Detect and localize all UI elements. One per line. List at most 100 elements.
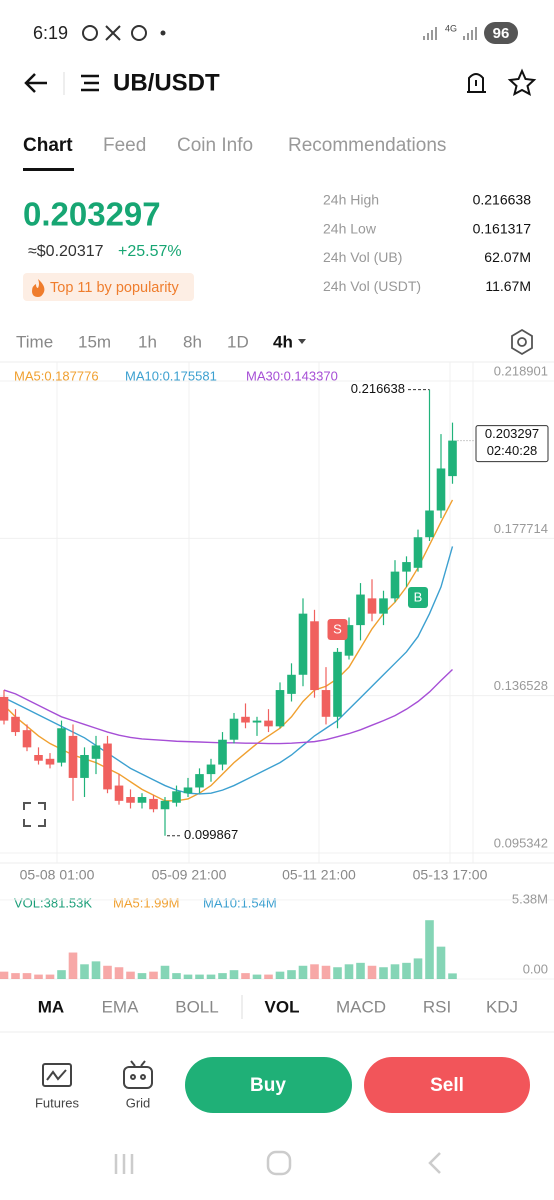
volume-bar [149, 971, 158, 979]
buy-button[interactable] [185, 1057, 352, 1113]
candle-body [195, 774, 204, 788]
candle-body [344, 625, 354, 656]
candle-body [310, 621, 319, 691]
interval-option[interactable]: 8h [183, 332, 202, 351]
candle-body [402, 562, 411, 572]
sell-button[interactable] [364, 1057, 530, 1113]
settings-button[interactable] [511, 328, 533, 356]
favorite-button[interactable] [507, 68, 537, 96]
indicator-option[interactable]: MACD [336, 997, 386, 1016]
candle-body [126, 797, 135, 803]
price-change: +25.57% [118, 243, 182, 260]
volume-bar [344, 964, 354, 979]
candle-body [218, 739, 227, 765]
grid-label[interactable]: Grid [126, 1095, 151, 1110]
settings-dot [517, 337, 527, 347]
menu-icon[interactable] [81, 74, 99, 92]
tab[interactable]: Recommendations [288, 135, 446, 156]
futures-icon[interactable] [42, 1063, 72, 1087]
stat-label: 24h Vol (UB) [323, 249, 402, 265]
indicator-option[interactable]: KDJ [486, 997, 518, 1016]
volume-bar [333, 967, 342, 979]
tab[interactable]: Coin Info [177, 135, 253, 156]
buy-label[interactable]: Buy [250, 1075, 286, 1096]
status-time: 6:19 [33, 23, 68, 43]
tab[interactable]: Feed [103, 135, 146, 156]
battery-badge [484, 22, 518, 44]
grid-icon[interactable] [123, 1060, 153, 1089]
volume-bar [218, 973, 227, 979]
popularity-badge [23, 273, 194, 301]
volume-bar [183, 974, 193, 979]
nav-home[interactable] [266, 1150, 292, 1176]
nav-back[interactable] [428, 1152, 441, 1174]
indicator-option[interactable]: BOLL [175, 997, 218, 1016]
candle-body [241, 716, 250, 723]
candle-body [137, 797, 147, 803]
indicator-option[interactable]: MA [38, 997, 64, 1016]
candle-body [22, 730, 32, 748]
interval-option[interactable]: Time [16, 332, 53, 351]
x-tick-label: 05-09 21:00 [152, 867, 227, 883]
alert-button[interactable] [467, 73, 486, 93]
volume-bar [126, 971, 135, 979]
stat-value: 0.161317 [473, 220, 532, 236]
indicator-option[interactable]: EMA [102, 997, 140, 1016]
current-price-box [475, 425, 549, 463]
volume-bar [229, 970, 239, 979]
volume-bar [448, 973, 457, 979]
volume-legend: MA5:1.99M [113, 895, 179, 910]
volume-bar [80, 964, 89, 979]
stat-value: 0.216638 [473, 192, 532, 208]
volume-bar [275, 971, 285, 979]
volume-bar [425, 920, 434, 979]
interval-option[interactable]: 4h [273, 332, 293, 351]
candle-body [425, 510, 434, 538]
stat-value: 11.67M [485, 278, 531, 294]
candle-body [379, 598, 388, 614]
x-tick-label: 05-11 21:00 [282, 867, 356, 883]
candle-body [114, 785, 124, 801]
candle-body [321, 690, 331, 717]
tab[interactable]: Chart [23, 135, 73, 156]
sell-label[interactable]: Sell [430, 1075, 464, 1096]
y-tick-label: 0.218901 [494, 363, 548, 378]
interval-option[interactable]: 1h [138, 332, 157, 351]
signal-label: S [333, 621, 342, 636]
nav-bar [114, 1150, 441, 1176]
popularity-text: Top 11 by popularity [50, 280, 179, 296]
interval-option[interactable]: 15m [78, 332, 111, 351]
last-price: 0.203297 [23, 196, 161, 233]
candle-body [264, 720, 273, 727]
volume-bar [356, 962, 365, 979]
volume-bar [172, 973, 181, 979]
indicator-option[interactable]: VOL [265, 997, 300, 1016]
volume-bar [379, 967, 388, 979]
candle-body [298, 613, 308, 675]
candle-body [448, 440, 457, 477]
nav-recent[interactable] [114, 1154, 134, 1174]
back-button[interactable] [24, 73, 47, 93]
candle-body [333, 651, 342, 717]
futures-label[interactable]: Futures [35, 1095, 80, 1110]
flame-icon [32, 279, 45, 297]
candle-body [68, 735, 78, 778]
low-label: 0.099867 [184, 827, 238, 842]
candle-body [80, 754, 89, 778]
signal-label: B [414, 589, 423, 604]
indicator-option[interactable]: RSI [423, 997, 451, 1016]
volume-bar [298, 965, 308, 979]
candle-body [172, 791, 181, 803]
countdown: 02:40:28 [487, 443, 538, 458]
candle-body [45, 758, 55, 765]
signal-bars [423, 27, 477, 40]
ma-line [3, 669, 453, 745]
ma-legend: MA30:0.143370 [246, 368, 338, 383]
usd-price: ≈$0.20317 [28, 243, 104, 260]
current-price-label: 0.203297 [485, 426, 539, 441]
interval-option[interactable]: 1D [227, 332, 249, 351]
candle-body [287, 674, 296, 694]
expand-button[interactable] [23, 802, 46, 827]
volume-bar [310, 964, 319, 979]
ma-legend: MA10:0.175581 [125, 368, 217, 383]
